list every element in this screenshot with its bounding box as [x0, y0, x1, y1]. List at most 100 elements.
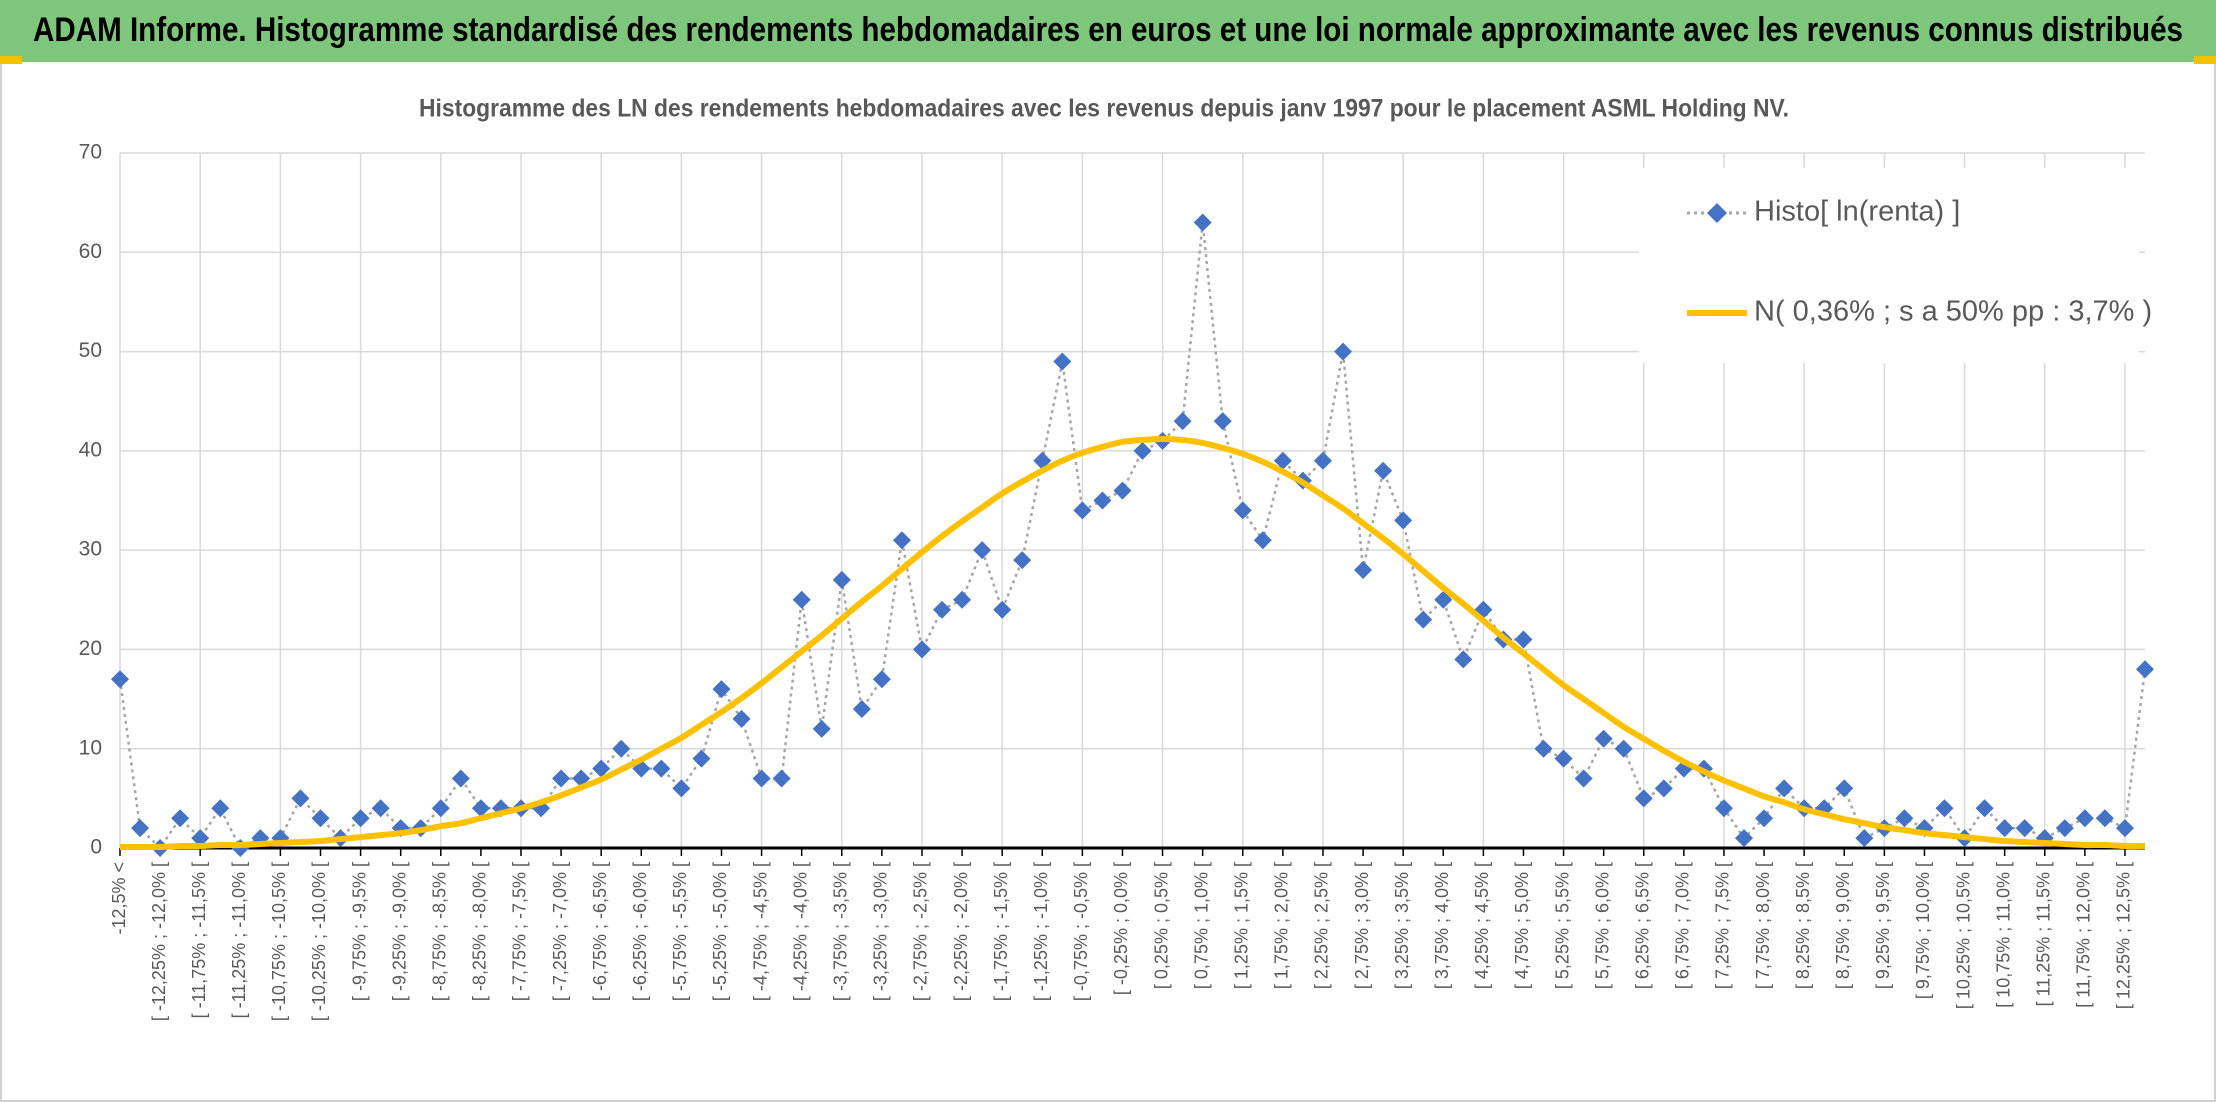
data-point — [933, 600, 952, 619]
data-point — [1233, 501, 1252, 520]
data-point — [1855, 829, 1874, 848]
data-point — [471, 799, 490, 818]
data-point — [1013, 551, 1032, 570]
x-tick-label: [ -3,75% ; -3,5% [ — [831, 862, 851, 1001]
x-tick-label: [ 1,75% ; 2,0% [ — [1272, 862, 1292, 989]
legend-label: Histo[ ln(renta) ] — [1754, 196, 1960, 228]
x-tick-label: [ 10,25% ; 10,5% [ — [1953, 862, 1973, 1009]
data-point — [191, 829, 210, 848]
data-point — [812, 719, 831, 738]
x-tick-label: [ -7,25% ; -7,0% [ — [550, 862, 570, 1001]
corner-accent — [0, 56, 22, 64]
data-point — [1173, 412, 1192, 431]
legend-label: N( 0,36% ; s a 50% pp : 3,7% ) — [1754, 296, 2152, 328]
y-tick-label: 40 — [79, 438, 102, 461]
x-tick-label: [ 2,75% ; 3,0% [ — [1352, 862, 1372, 989]
data-point — [1975, 799, 1994, 818]
data-point — [1554, 749, 1573, 768]
x-tick-label: [ 5,75% ; 6,0% [ — [1592, 862, 1612, 989]
y-tick-label: 70 — [79, 141, 102, 164]
data-point — [2075, 809, 2094, 828]
data-point — [652, 759, 671, 778]
x-tick-label: [ -2,75% ; -2,5% [ — [911, 862, 931, 1001]
x-tick-label: [ 8,75% ; 9,0% [ — [1833, 862, 1853, 989]
data-point — [1414, 610, 1433, 629]
data-point — [171, 809, 190, 828]
data-point — [953, 590, 972, 609]
y-tick-label: 60 — [79, 240, 102, 263]
data-point — [1454, 650, 1473, 669]
data-point — [371, 799, 390, 818]
data-point — [111, 670, 129, 689]
data-point — [892, 531, 911, 550]
data-point — [2115, 819, 2134, 838]
x-tick-label: [ -12,25% ; -12,0% [ — [149, 862, 169, 1021]
data-point — [612, 739, 631, 758]
x-tick-label: [ -1,75% ; -1,5% [ — [991, 862, 1011, 1001]
x-tick-label: [ 10,75% ; 11,0% [ — [1993, 862, 2013, 1008]
data-point — [1193, 213, 1212, 232]
x-tick-label: [ 5,25% ; 5,5% [ — [1552, 862, 1572, 989]
x-tick-label: [ 4,75% ; 5,0% [ — [1512, 862, 1532, 989]
legend-marker — [1707, 203, 1727, 223]
data-point — [2015, 819, 2034, 838]
x-tick-label: [ 3,25% ; 3,5% [ — [1392, 862, 1412, 989]
data-point — [1514, 630, 1533, 649]
x-tick-label: [ -7,75% ; -7,5% [ — [510, 862, 530, 1001]
data-point — [1313, 451, 1332, 470]
x-tick-label: [ -6,75% ; -6,5% [ — [590, 862, 610, 1001]
x-tick-label: [ 9,75% ; 10,0% [ — [1913, 862, 1933, 999]
data-point — [1614, 739, 1633, 758]
data-point — [872, 670, 891, 689]
data-point — [1775, 779, 1794, 798]
data-point — [211, 799, 230, 818]
data-point — [311, 809, 330, 828]
data-point — [1895, 809, 1914, 828]
data-point — [1073, 501, 1092, 520]
data-point — [351, 809, 370, 828]
data-point — [2095, 809, 2114, 828]
data-point — [1654, 779, 1673, 798]
data-point — [1273, 451, 1292, 470]
data-point — [592, 759, 611, 778]
x-tick-label: [ -1,25% ; -1,0% [ — [1031, 862, 1051, 1001]
x-tick-label: [ 8,25% ; 8,5% [ — [1793, 862, 1813, 989]
y-tick-label: 10 — [79, 736, 102, 759]
data-point — [1394, 511, 1413, 530]
corner-accent — [2194, 56, 2216, 64]
data-point — [1935, 799, 1954, 818]
data-point — [752, 769, 771, 788]
x-tick-label: [ -4,25% ; -4,0% [ — [790, 862, 810, 1001]
data-point — [1374, 461, 1393, 480]
chart-subtitle: Histogramme des LN des rendements hebdom… — [419, 95, 1789, 123]
x-tick-label: [ 11,75% ; 12,0% [ — [2074, 862, 2094, 1008]
data-point — [852, 700, 871, 718]
x-tick-label: [ -10,75% ; -10,5% [ — [269, 862, 289, 1021]
data-point — [692, 749, 711, 768]
data-point — [993, 600, 1012, 619]
data-point — [1253, 531, 1272, 550]
data-point — [832, 570, 851, 589]
x-tick-label: [ 6,75% ; 7,0% [ — [1673, 862, 1693, 989]
y-tick-label: 30 — [79, 538, 102, 561]
x-tick-label: [ 1,25% ; 1,5% [ — [1232, 862, 1252, 989]
data-point — [912, 640, 931, 659]
x-tick-label: [ -3,25% ; -3,0% [ — [871, 862, 891, 1001]
x-tick-label: [ -10,25% ; -10,0% [ — [309, 862, 329, 1021]
data-point — [1133, 441, 1152, 460]
data-point — [772, 769, 791, 788]
data-point — [1634, 789, 1653, 808]
legend-box — [1639, 168, 2139, 363]
data-point — [1213, 412, 1232, 431]
x-tick-label: [ 4,25% ; 4,5% [ — [1472, 862, 1492, 989]
data-point — [732, 709, 751, 728]
x-tick-label: [ 0,25% ; 0,5% [ — [1151, 862, 1171, 989]
x-tick-label: [ 0,75% ; 1,0% [ — [1191, 862, 1211, 989]
data-point — [672, 779, 691, 798]
x-tick-label: [ -8,75% ; -8,5% [ — [430, 862, 450, 1001]
data-point — [1574, 769, 1593, 788]
data-point — [2136, 660, 2154, 679]
x-tick-label: [ -5,25% ; -5,0% [ — [710, 862, 730, 1001]
